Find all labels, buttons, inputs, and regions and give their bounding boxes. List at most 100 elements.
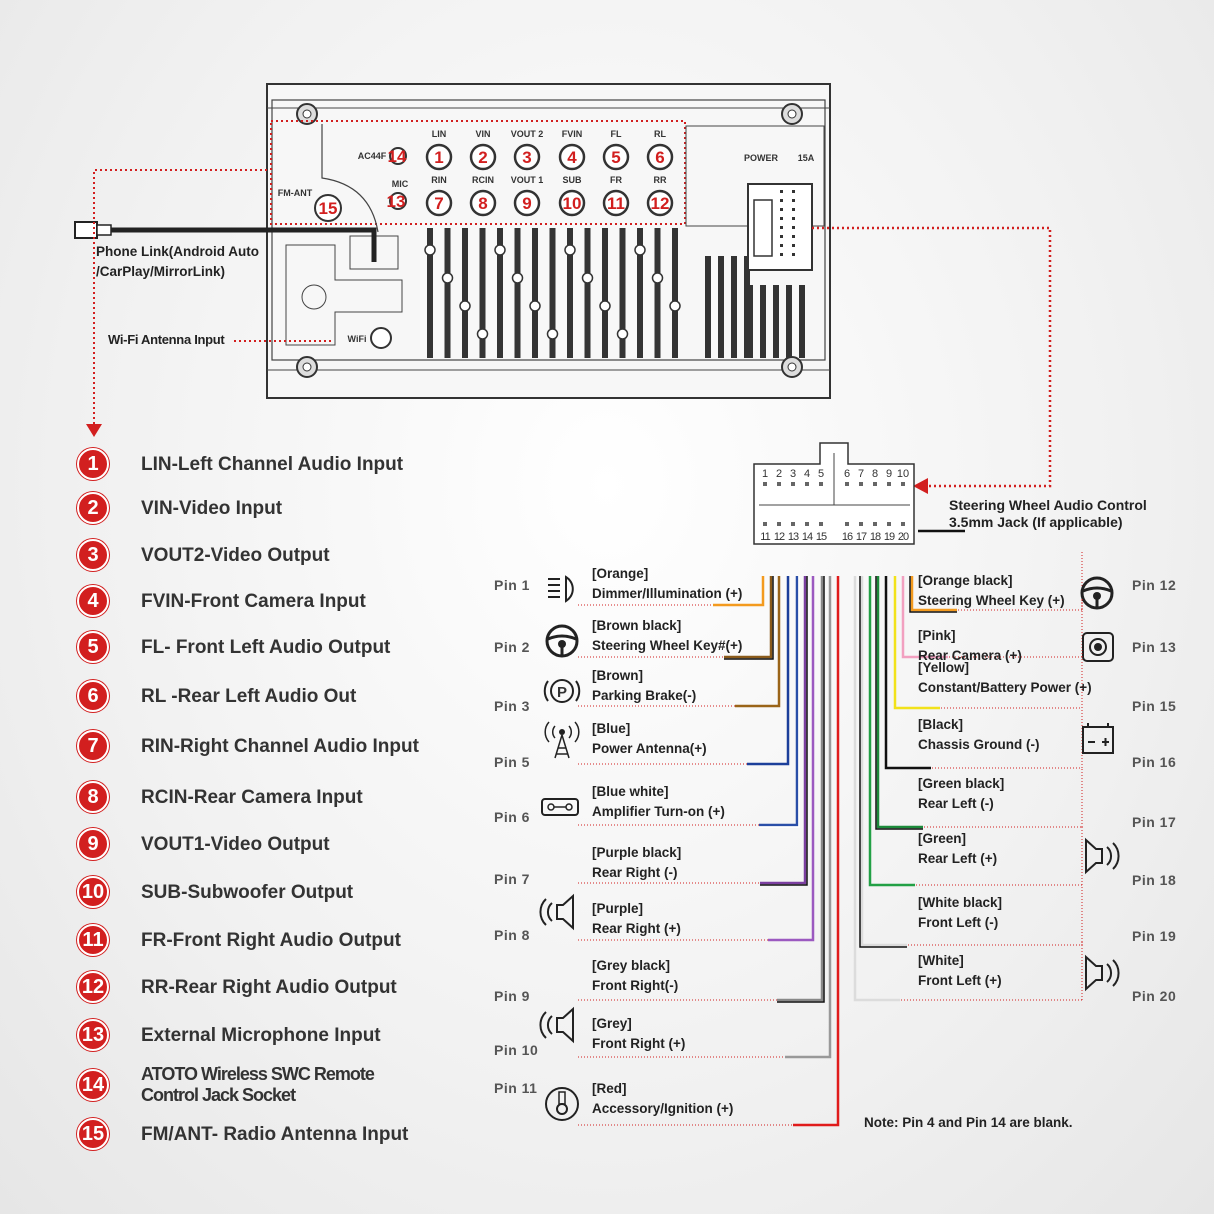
vent-clip bbox=[441, 272, 454, 284]
pin-label-left: Pin 3 bbox=[494, 698, 530, 714]
vent-slot bbox=[427, 228, 433, 358]
legend-item: 1 LIN-Left Channel Audio Input bbox=[77, 448, 403, 480]
connector-pin-number: 7 bbox=[858, 468, 864, 480]
icon-shape bbox=[545, 1087, 579, 1121]
wire-white-black bbox=[860, 576, 907, 947]
legend-item: 15 FM/ANT- Radio Antenna Input bbox=[77, 1118, 408, 1150]
icon-shape bbox=[1094, 643, 1102, 651]
vent-slot bbox=[731, 256, 737, 358]
icon-shape bbox=[558, 1091, 566, 1105]
wire-description: [Brown] Parking Brake(-) bbox=[592, 666, 696, 708]
port-number-badge: 14 bbox=[77, 1069, 109, 1101]
port-label: FL bbox=[611, 129, 622, 139]
connector-pin-number: 14 bbox=[802, 531, 813, 543]
wire-description: [Brown black] Steering Wheel Key#(+) bbox=[592, 616, 742, 658]
blank-pins-note: Note: Pin 4 and Pin 14 are blank. bbox=[864, 1115, 1073, 1130]
wire-color-name: [Pink] bbox=[918, 628, 956, 643]
pin-label-right: Pin 15 bbox=[1132, 698, 1177, 714]
cable-guide bbox=[321, 124, 379, 233]
vent-clip bbox=[669, 300, 681, 312]
connector-pin bbox=[780, 208, 783, 211]
icon-shape bbox=[544, 721, 580, 759]
wire-function: Dimmer/Illumination (+) bbox=[592, 586, 743, 601]
wire-description: [Purple] Rear Right (+) bbox=[592, 899, 681, 941]
vent-slot bbox=[637, 228, 643, 358]
wire-pink bbox=[901, 576, 948, 659]
screw-icon bbox=[302, 362, 312, 372]
port-label: LIN bbox=[432, 129, 447, 139]
screw-icon bbox=[787, 109, 797, 119]
wire-orange bbox=[713, 576, 765, 607]
wire-stripe bbox=[760, 576, 808, 886]
vent-clip bbox=[529, 300, 541, 312]
port-fr: 11 FR bbox=[602, 175, 630, 217]
connector-pin-number: 18 bbox=[870, 531, 881, 543]
amplifier-icon bbox=[541, 798, 579, 816]
icon-shape bbox=[1082, 586, 1112, 593]
port-rl: 6 RL bbox=[646, 129, 674, 171]
left-arrow-icon bbox=[913, 478, 928, 494]
power-connector-latch bbox=[753, 199, 773, 257]
icon-shape bbox=[556, 893, 574, 931]
port-rr: 12 RR bbox=[646, 175, 674, 217]
vent-clip bbox=[651, 272, 664, 284]
wire-description: [Green black] Rear Left (-) bbox=[918, 774, 1004, 814]
legend-item: 10 SUB-Subwoofer Output bbox=[77, 876, 353, 908]
wire-function: Front Left (-) bbox=[918, 915, 999, 930]
phone-link-callout: Phone Link(Android Auto /CarPlay/MirrorL… bbox=[96, 242, 259, 282]
pin-label-left: Pin 9 bbox=[494, 988, 530, 1004]
phone-link-cable bbox=[110, 227, 377, 262]
fm-leader-line bbox=[93, 169, 267, 425]
wifi-antenna-callout: Wi-Fi Antenna Input bbox=[108, 332, 225, 347]
icon-shape bbox=[1085, 837, 1103, 875]
legend-item: 5 FL- Front Left Audio Output bbox=[77, 631, 390, 663]
ac44f-label: AC44F bbox=[358, 151, 387, 161]
pin-label-right: Pin 19 bbox=[1132, 928, 1177, 944]
vent-clip bbox=[564, 244, 576, 256]
vent-slot bbox=[747, 285, 753, 358]
legend-item: 13 External Microphone Input bbox=[77, 1019, 381, 1051]
wire-blue-white bbox=[759, 576, 799, 827]
wifi-jack bbox=[370, 327, 392, 349]
wire-description: [Orange black] Steering Wheel Key (+) bbox=[918, 571, 1065, 611]
wire-function: Accessory/Ignition (+) bbox=[592, 1101, 734, 1116]
icon-shape bbox=[1093, 592, 1101, 600]
connector-pin bbox=[845, 522, 849, 526]
pin-label-left: Pin 6 bbox=[494, 809, 530, 825]
connector-pin bbox=[859, 522, 863, 526]
pin-label-left: Pin 8 bbox=[494, 927, 530, 943]
port-label: SUB bbox=[562, 175, 582, 185]
connector-pin-number: 16 bbox=[842, 531, 853, 543]
mic-label: MIC bbox=[392, 179, 409, 189]
vent-clip bbox=[476, 328, 489, 340]
wire-color-name: [Orange black] bbox=[918, 573, 1013, 588]
connector-pin-number: 10 bbox=[897, 468, 909, 480]
connector-pin bbox=[805, 482, 809, 486]
pin-label-right: Pin 20 bbox=[1132, 988, 1177, 1004]
port-label: RL bbox=[654, 129, 666, 139]
icon-shape bbox=[1087, 723, 1109, 746]
connector-pin-number: 5 bbox=[818, 468, 824, 480]
legend-item: 7 RIN-Right Channel Audio Input bbox=[77, 730, 419, 762]
icon-shape bbox=[565, 803, 573, 811]
screw-icon bbox=[302, 109, 312, 119]
wire-stripe bbox=[875, 576, 923, 830]
icon-shape bbox=[556, 1103, 568, 1115]
port-number: 2 bbox=[478, 148, 487, 167]
connector-pin bbox=[901, 482, 905, 486]
connector-pin bbox=[780, 217, 783, 220]
legend-label: FR-Front Right Audio Output bbox=[141, 929, 401, 951]
connector-pin bbox=[792, 244, 795, 247]
vent-slot bbox=[514, 228, 521, 358]
icon-shape bbox=[539, 1011, 553, 1039]
swc-jack-label-1: Steering Wheel Audio Control bbox=[949, 497, 1147, 513]
connector-pin bbox=[792, 217, 795, 220]
pin-label-right: Pin 16 bbox=[1132, 754, 1177, 770]
connector-pin bbox=[805, 522, 809, 526]
port-number-badge: 13 bbox=[77, 1019, 109, 1051]
connector-pin bbox=[780, 235, 783, 238]
vent-slot bbox=[497, 228, 503, 358]
pin-label-left: Pin 5 bbox=[494, 754, 530, 770]
port-fvin: 4 FVIN bbox=[558, 129, 586, 171]
